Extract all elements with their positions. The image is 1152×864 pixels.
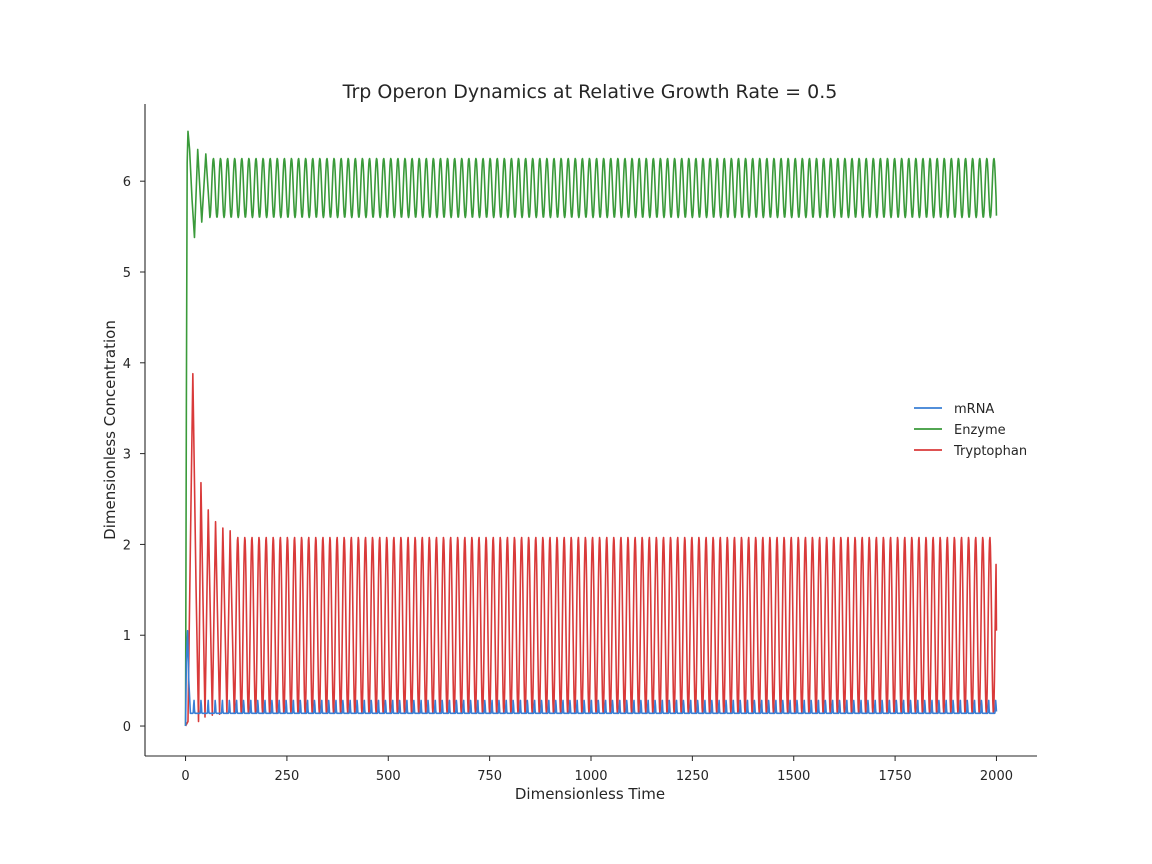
y-tick-label: 6 — [123, 175, 131, 190]
y-tick-label: 2 — [123, 538, 131, 553]
x-tick-label: 250 — [274, 769, 299, 784]
y-tick-label: 5 — [123, 266, 131, 281]
series-lines — [184, 130, 998, 727]
y-tick-label: 1 — [123, 629, 131, 644]
legend-label: mRNA — [954, 402, 994, 417]
legend-label: Tryptophan — [953, 444, 1027, 459]
x-tick-label: 2000 — [980, 769, 1013, 784]
x-tick-label: 0 — [181, 769, 189, 784]
y-tick-label: 0 — [123, 720, 131, 735]
y-tick-label: 3 — [123, 448, 131, 463]
x-tick-label: 1750 — [879, 769, 912, 784]
y-tick-label: 4 — [123, 357, 131, 372]
y-axis-label: Dimensionless Concentration — [101, 320, 119, 540]
x-axis-label: Dimensionless Time — [515, 785, 665, 803]
y-axis-ticks: 0 1 2 3 4 5 6 — [123, 175, 145, 735]
series-line-enzyme — [184, 130, 998, 727]
x-tick-label: 1500 — [777, 769, 810, 784]
x-tick-label: 500 — [376, 769, 401, 784]
x-tick-label: 1250 — [676, 769, 709, 784]
chart-title: Trp Operon Dynamics at Relative Growth R… — [342, 81, 838, 103]
series-line-tryptophan — [184, 372, 998, 727]
x-tick-label: 750 — [477, 769, 502, 784]
x-tick-label: 1000 — [574, 769, 607, 784]
series-line-mrna — [184, 629, 998, 727]
legend: mRNA Enzyme Tryptophan — [914, 402, 1027, 459]
x-axis-ticks: 0 250 500 750 1000 1250 1500 1750 2000 — [181, 756, 1013, 784]
legend-label: Enzyme — [954, 423, 1006, 438]
